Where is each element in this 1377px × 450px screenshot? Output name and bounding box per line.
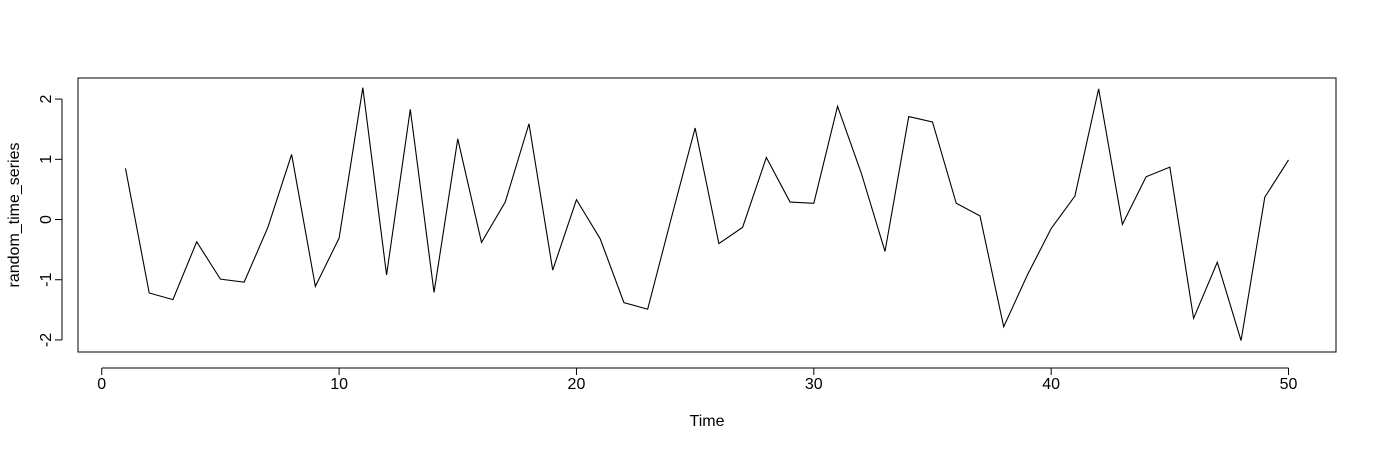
x-tick-label: 0 [97, 376, 106, 393]
series-line [125, 88, 1288, 341]
y-axis-title: random_time_series [6, 143, 23, 288]
y-tick-label: -2 [38, 333, 55, 347]
y-tick-label: 0 [38, 215, 55, 224]
y-axis: -2 -1 0 1 2 [38, 95, 62, 348]
x-tick-label: 50 [1280, 376, 1298, 393]
x-tick-label: 40 [1042, 376, 1060, 393]
x-axis-title: Time [690, 413, 725, 430]
plot-frame [78, 78, 1336, 352]
series-layer [125, 88, 1288, 341]
x-tick-label: 30 [805, 376, 823, 393]
x-tick-label: 20 [568, 376, 586, 393]
y-tick-label: 1 [38, 155, 55, 164]
x-axis: 0 10 20 30 40 50 [97, 368, 1297, 393]
x-tick-label: 10 [330, 376, 348, 393]
y-tick-label: 2 [38, 95, 55, 104]
y-tick-label: -1 [38, 273, 55, 287]
